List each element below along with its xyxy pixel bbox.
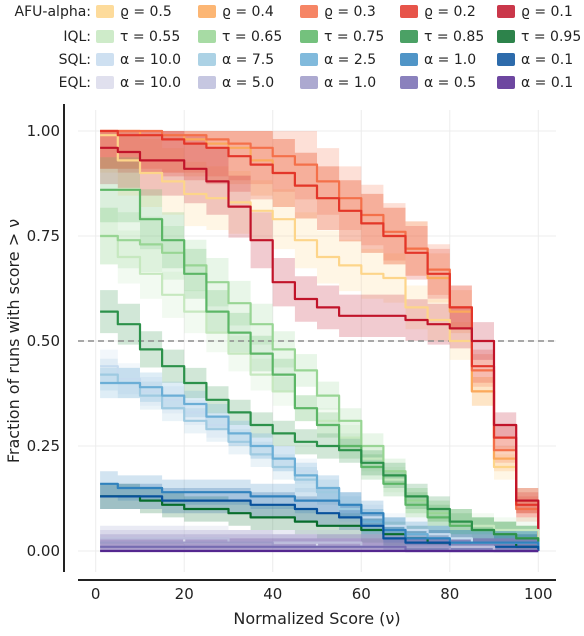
legend-entry-1-4: τ = 0.95 <box>521 29 581 45</box>
y-axis-label: Fraction of runs with score > ν <box>4 219 23 463</box>
legend-entry-3-0: α = 10.0 <box>120 75 181 91</box>
legend-swatch-2-3 <box>400 53 418 66</box>
legend-entry-1-3: τ = 0.85 <box>424 29 484 45</box>
series-line-10 <box>100 365 540 551</box>
legend-entry-1-0: τ = 0.55 <box>120 29 180 45</box>
legend-swatch-0-1 <box>198 5 216 18</box>
y-tick-label-4: 1.00 <box>27 122 60 140</box>
band-3 <box>100 131 539 551</box>
series-line-8 <box>100 310 540 551</box>
y-tick-label-0: 0.00 <box>27 542 60 560</box>
tick-labels: 0 20 40 60 80 100 0.00 0.25 0.50 0.75 1.00 <box>27 122 553 603</box>
legend-swatch-1-1 <box>198 30 216 43</box>
legend-swatch-1-3 <box>400 30 418 43</box>
legend-swatch-1-2 <box>300 30 318 43</box>
legend-entry-0-4: ϱ = 0.1 <box>521 4 573 20</box>
legend-entry-0-3: ϱ = 0.2 <box>424 4 476 20</box>
legend-entry-3-3: α = 0.5 <box>424 75 476 91</box>
x-axis-label: Normalized Score (ν) <box>233 609 400 628</box>
x-tick-label-1: 20 <box>175 585 194 603</box>
legend-swatch-2-0 <box>96 53 114 66</box>
legend-swatch-0-0 <box>96 5 114 18</box>
legend-swatch-3-0 <box>96 76 114 89</box>
axes <box>63 104 556 581</box>
legend-entry-0-0: ϱ = 0.5 <box>120 4 172 20</box>
y-tick-label-1: 0.25 <box>27 437 60 455</box>
legend-entry-3-2: α = 1.0 <box>324 75 376 91</box>
band-6 <box>100 207 539 551</box>
legend-entry-1-2: τ = 0.75 <box>324 29 384 45</box>
legend-swatch-1-4 <box>497 30 515 43</box>
legend-row-label-0: AFU-alpha: <box>15 4 91 20</box>
legend-entry-3-1: α = 5.0 <box>222 75 274 91</box>
series-lines <box>100 129 540 553</box>
band-15 <box>100 525 539 551</box>
legend-entry-3-4: α = 0.1 <box>521 75 573 91</box>
legend-swatch-0-3 <box>400 5 418 18</box>
legend-row-label-1: IQL: <box>63 29 91 45</box>
legend-swatch-2-2 <box>300 53 318 66</box>
x-tick-label-3: 60 <box>352 585 371 603</box>
legend-entry-1-1: τ = 0.65 <box>222 29 282 45</box>
x-tick-label-0: 0 <box>91 585 101 603</box>
x-tick-label-2: 40 <box>263 585 282 603</box>
y-tick-label-3: 0.75 <box>27 227 60 245</box>
band-1 <box>100 131 539 551</box>
x-tick-label-5: 100 <box>524 585 553 603</box>
legend-entry-2-0: α = 10.0 <box>120 52 181 68</box>
legend-swatch-0-4 <box>497 5 515 18</box>
legend-swatch-2-1 <box>198 53 216 66</box>
legend-swatch-2-4 <box>497 53 515 66</box>
legend-swatch-0-2 <box>300 5 318 18</box>
band-12 <box>100 367 539 551</box>
band-7 <box>100 157 539 552</box>
legend-row-label-3: EQL: <box>59 75 91 91</box>
legend-entry-0-2: ϱ = 0.3 <box>324 4 376 20</box>
legend-entry-2-4: α = 0.1 <box>521 52 573 68</box>
legend-row-label-2: SQL: <box>59 52 91 68</box>
legend-swatch-3-2 <box>300 76 318 89</box>
y-tick-label-2: 0.50 <box>27 332 60 350</box>
legend-entry-2-3: α = 1.0 <box>424 52 476 68</box>
legend-swatch-1-0 <box>96 30 114 43</box>
band-16 <box>100 525 539 551</box>
legend-swatch-3-1 <box>198 76 216 89</box>
x-tick-label-4: 80 <box>440 585 459 603</box>
legend-entry-2-2: α = 2.5 <box>324 52 376 68</box>
legend-swatch-3-4 <box>497 76 515 89</box>
legend-entry-0-1: ϱ = 0.4 <box>222 4 274 20</box>
series-line-16 <box>100 537 539 553</box>
legend-swatch-3-3 <box>400 76 418 89</box>
legend-entry-2-1: α = 7.5 <box>222 52 274 68</box>
series-line-4 <box>100 146 540 551</box>
legend: AFU-alpha: ϱ = 0.5 ϱ = 0.4 ϱ = 0.3 ϱ = 0.2 ϱ … <box>15 4 582 91</box>
